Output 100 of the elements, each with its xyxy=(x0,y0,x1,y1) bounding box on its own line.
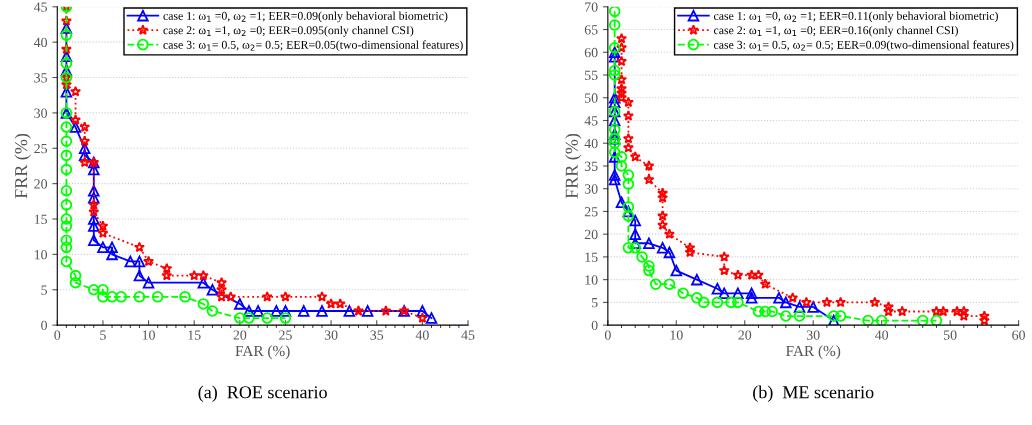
legend-label: case 2: ω$_{1}$ =1, ω$_{2}$ =0; EER=0.095(only channel CSI) xyxy=(163,25,414,37)
y-axis-title: FRR (%) xyxy=(14,133,31,199)
point xyxy=(800,296,812,308)
point xyxy=(197,298,210,310)
point xyxy=(622,201,635,213)
text: (a) ROE scenario xyxy=(198,385,327,402)
point xyxy=(106,291,118,303)
point xyxy=(780,310,792,322)
y-tick-label: 50 xyxy=(585,93,598,103)
point xyxy=(807,301,819,313)
x-tick-label: 45 xyxy=(461,330,475,340)
y-tick-label: 35 xyxy=(34,73,48,83)
point xyxy=(343,305,356,317)
point xyxy=(60,234,73,247)
point xyxy=(882,305,895,317)
point xyxy=(60,255,73,268)
point xyxy=(691,292,703,304)
point xyxy=(827,314,840,326)
point xyxy=(978,310,990,321)
legend-label: case 3: ω$_{1}$= 0.5, ω$_{2}$= 0.5; EER=0.05(two-dimensional features) xyxy=(163,40,463,52)
point xyxy=(608,64,621,77)
point xyxy=(622,142,634,153)
y-tick-label: 30 xyxy=(584,184,598,194)
x-tick-label: 50 xyxy=(943,330,957,340)
point xyxy=(643,173,655,185)
point xyxy=(188,269,200,281)
point xyxy=(416,312,428,323)
point xyxy=(608,173,621,186)
point xyxy=(60,149,73,162)
point xyxy=(133,269,146,282)
y-tick-label: 45 xyxy=(584,116,598,126)
x-tick-label: 20 xyxy=(738,330,752,340)
point xyxy=(225,291,237,302)
point xyxy=(60,220,73,232)
point xyxy=(875,314,888,326)
y-tick-label: 15 xyxy=(585,252,598,262)
legend-label: case 1: ω$_{1}$ =0, ω$_{2}$ =1; EER=0.11(only behavioral biometric) xyxy=(713,11,998,23)
legend-label: case 3: ω$_{1}$= 0.5, ω$_{2}$= 0.5; EER=0.09(two-dimensional features) xyxy=(713,40,1014,52)
point xyxy=(684,242,696,253)
point xyxy=(60,184,73,197)
point xyxy=(106,248,118,261)
y-tick-label: 25 xyxy=(584,207,598,217)
point xyxy=(616,41,628,53)
y-tick-label: 25 xyxy=(34,143,48,154)
y-tick-label: 10 xyxy=(585,275,598,285)
point xyxy=(746,269,758,280)
point xyxy=(616,32,628,44)
point xyxy=(608,151,621,163)
point xyxy=(616,55,628,67)
y-tick-label: 55 xyxy=(585,70,598,80)
x-tick-label: 15 xyxy=(188,330,201,340)
x-tick-label: 0 xyxy=(54,330,61,340)
point xyxy=(142,276,155,289)
point xyxy=(608,137,621,149)
point xyxy=(615,151,628,163)
point xyxy=(629,228,641,240)
point xyxy=(629,151,641,162)
point xyxy=(608,123,621,136)
point xyxy=(616,82,628,94)
point xyxy=(616,91,628,103)
point xyxy=(88,163,100,176)
y-tick-label: 10 xyxy=(34,249,48,260)
y-tick-label: 70 xyxy=(585,2,598,12)
y-tick-label: 40 xyxy=(33,37,48,48)
point xyxy=(206,305,219,317)
point xyxy=(656,242,669,254)
legend-label: case 1: ω$_{1}$ =0, ω$_{2}$ =1; EER=0.09(only behavioral biometric) xyxy=(163,11,448,23)
point xyxy=(70,85,82,97)
point xyxy=(179,291,191,303)
point xyxy=(643,260,655,272)
point xyxy=(106,241,118,254)
point xyxy=(416,305,429,317)
point xyxy=(821,296,833,308)
point xyxy=(60,43,72,55)
x-tick-label: 35 xyxy=(370,330,384,340)
point xyxy=(732,287,744,300)
point xyxy=(622,110,634,121)
point xyxy=(869,296,881,308)
point xyxy=(608,51,621,63)
point xyxy=(978,314,990,326)
point xyxy=(718,251,730,262)
point xyxy=(88,199,100,210)
x-tick-label: 10 xyxy=(142,330,155,340)
point xyxy=(622,205,635,218)
y-tick-label: 40 xyxy=(584,138,598,149)
point xyxy=(958,310,970,321)
point xyxy=(161,262,173,274)
point xyxy=(827,310,840,322)
y-tick-label: 65 xyxy=(584,25,598,35)
y-tick-label: 15 xyxy=(34,214,48,224)
point xyxy=(622,178,635,190)
x-tick-label: 40 xyxy=(875,330,889,340)
point xyxy=(622,242,635,254)
point xyxy=(70,114,82,125)
point xyxy=(636,251,648,263)
point xyxy=(60,199,73,211)
point xyxy=(684,246,696,258)
point xyxy=(752,305,765,318)
point xyxy=(615,160,628,172)
point xyxy=(780,296,792,309)
